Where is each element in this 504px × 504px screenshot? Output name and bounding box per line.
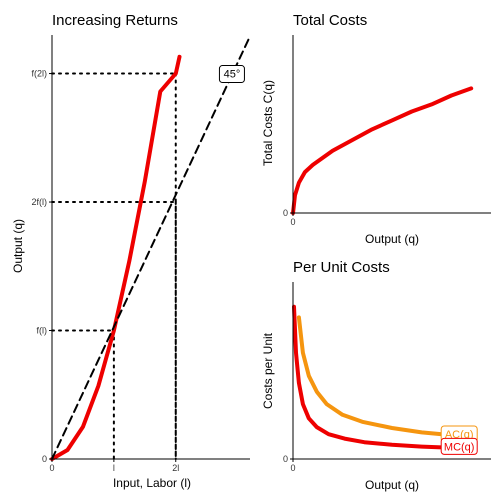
y-tick-label-0: 0 xyxy=(283,208,288,218)
tick-labels: 0 l 2l 0 f(l) 2f(l) f(2l) xyxy=(32,69,180,473)
x-tick-label-1: l xyxy=(113,463,115,473)
total-costs-panel: Total Costs Output (q) Total Costs C(q) … xyxy=(261,12,491,246)
tick-labels: 00 xyxy=(283,454,296,473)
series-line-0 xyxy=(291,86,474,215)
acq-line xyxy=(296,315,474,438)
y-tick-label-0: 0 xyxy=(42,454,47,464)
series-group xyxy=(292,304,474,451)
angle-annotation: 45° xyxy=(218,65,245,84)
y-tick-label-2: 2f(l) xyxy=(32,197,48,207)
mcq-line xyxy=(292,304,474,451)
axes xyxy=(292,282,491,460)
axes xyxy=(292,35,491,214)
x-tick-label-0: 0 xyxy=(49,463,54,473)
series-label-1: MC(q) xyxy=(444,441,475,453)
increasing-returns-ylabel: Output (q) xyxy=(11,219,25,273)
series-label-box-1 xyxy=(440,437,478,455)
total-costs-xlabel: Output (q) xyxy=(365,232,419,246)
series-line-0 xyxy=(50,54,182,461)
annotation-label: 45° xyxy=(224,69,241,81)
series-group xyxy=(50,35,251,461)
series-line-1 xyxy=(51,35,251,460)
x-tick-label-0: 0 xyxy=(290,217,295,227)
y-tick-label-0: 0 xyxy=(283,454,288,464)
increasing-returns-panel: Increasing Returns Input, Labor (l) Outp… xyxy=(11,12,251,490)
series-group xyxy=(291,86,474,215)
annotation-box xyxy=(218,65,245,84)
per-unit-costs-xlabel: Output (q) xyxy=(365,478,419,492)
tick-labels: 00 xyxy=(283,208,296,227)
x-tick-label-2: 2l xyxy=(172,463,179,473)
guide-lines xyxy=(51,72,177,460)
per-unit-costs-title: Per Unit Costs xyxy=(293,259,390,276)
increasing-returns-xlabel: Input, Labor (l) xyxy=(113,476,191,490)
total-costs-title: Total Costs xyxy=(293,12,367,29)
series-labels: AC(q)MC(q) xyxy=(440,425,478,455)
per-unit-costs-ylabel: Costs per Unit xyxy=(261,332,275,409)
x-tick-label-0: 0 xyxy=(290,463,295,473)
total-costs-ylabel: Total Costs C(q) xyxy=(261,80,275,166)
y-tick-label-3: f(2l) xyxy=(32,69,48,79)
axes xyxy=(51,35,250,460)
per-unit-costs-panel: Per Unit Costs Output (q) Costs per Unit… xyxy=(261,259,491,492)
y-tick-label-1: f(l) xyxy=(37,326,48,336)
increasing-returns-title: Increasing Returns xyxy=(52,12,178,29)
